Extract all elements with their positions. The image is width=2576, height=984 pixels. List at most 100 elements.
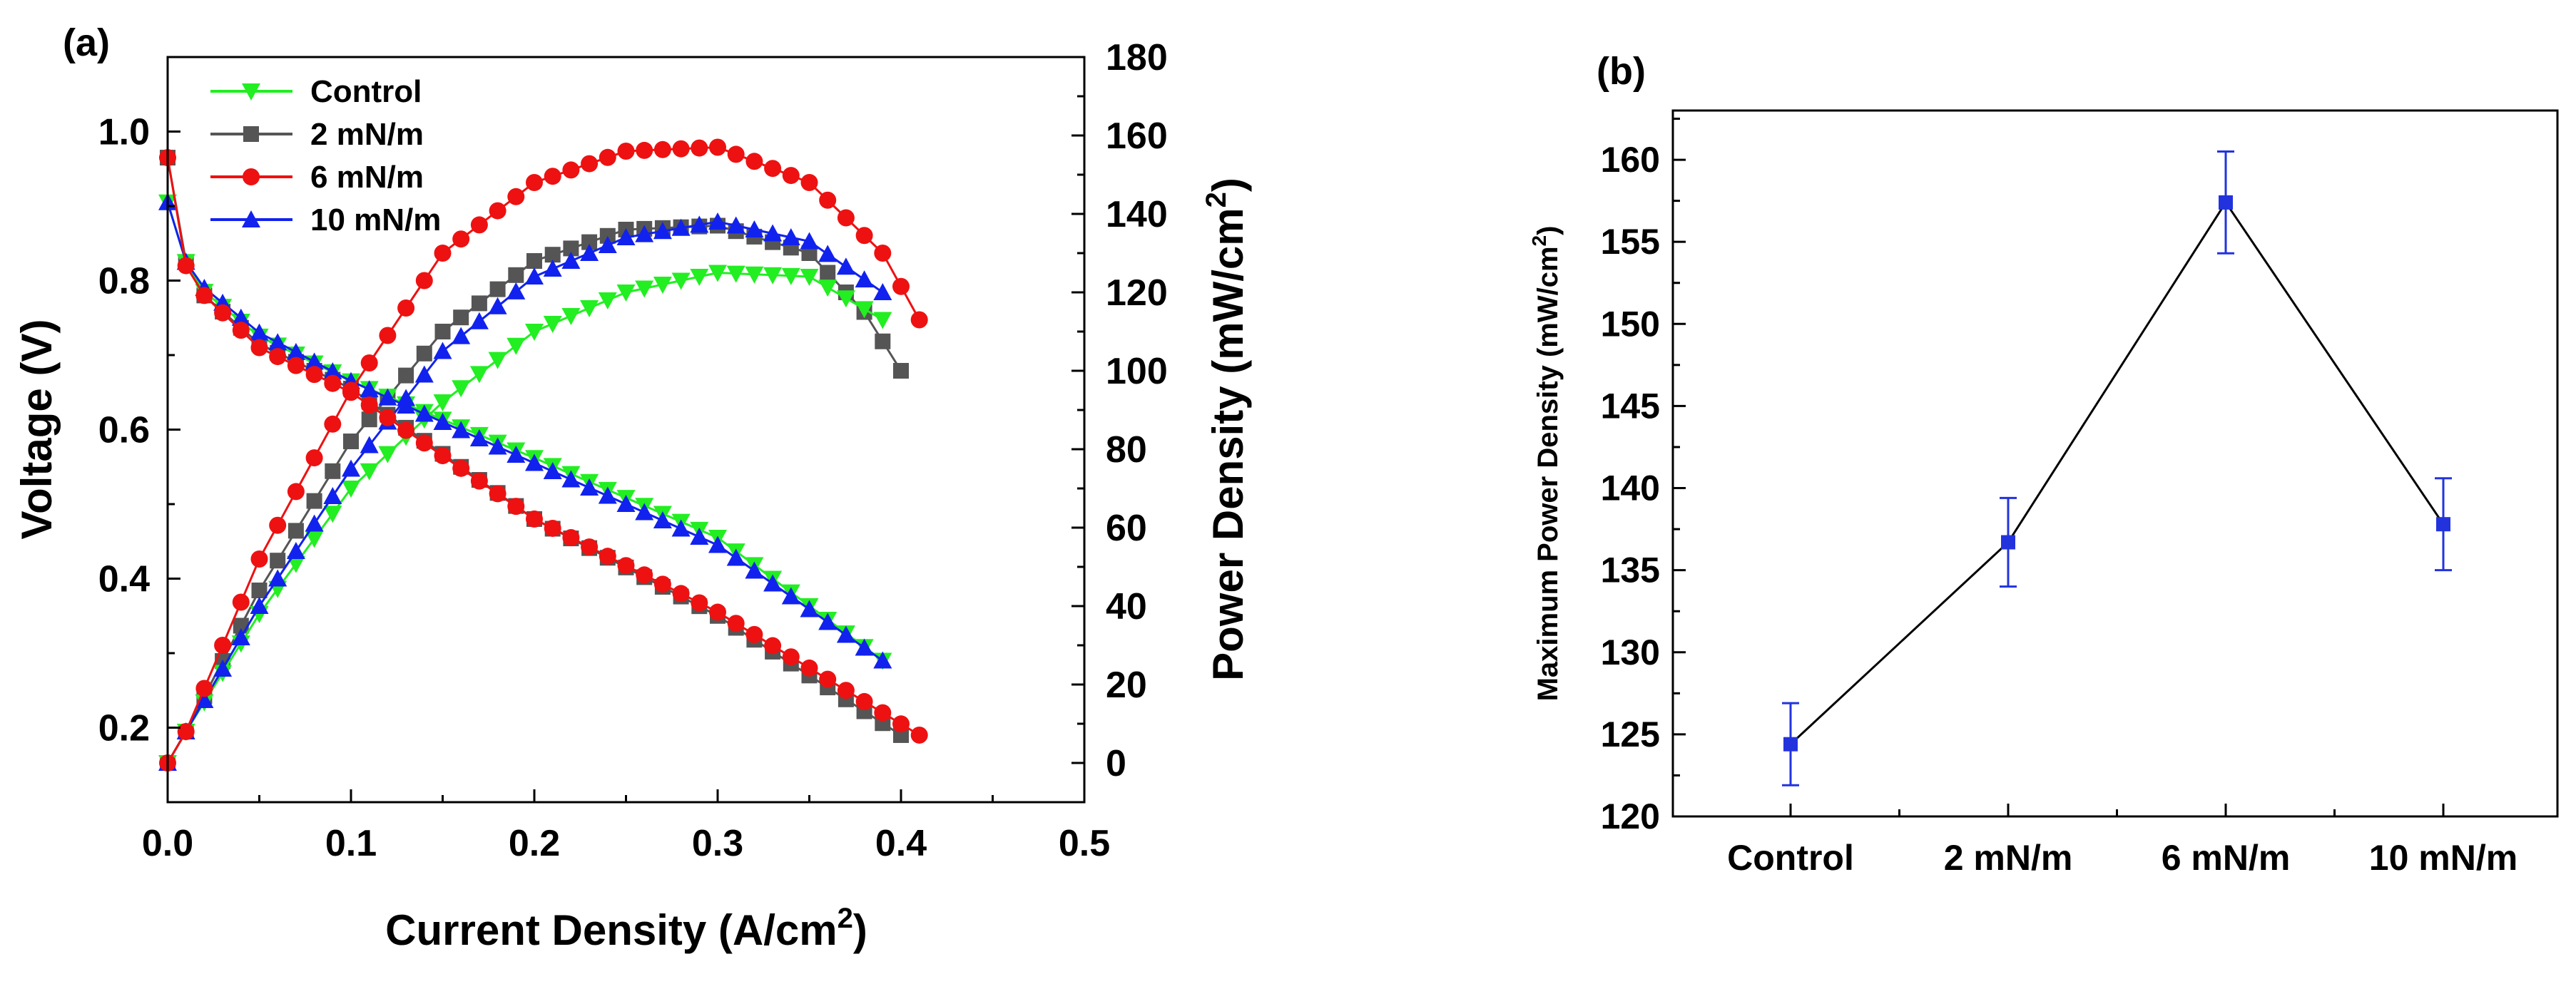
power-point: [305, 531, 324, 548]
legend-marker: [242, 83, 260, 101]
power-point: [800, 174, 818, 191]
power-point: [617, 143, 635, 160]
power-point: [416, 345, 432, 362]
power-point: [325, 463, 341, 479]
voltage-point: [599, 548, 616, 565]
voltage-point: [671, 519, 691, 537]
x-tick-label: 0.3: [692, 823, 743, 864]
power-point: [470, 216, 488, 234]
legend-label: 2 mN/m: [310, 117, 424, 152]
panel-a-right-axis-label: Power Density (mW/cm2): [1201, 178, 1252, 681]
series-6-mn-m: [159, 138, 928, 772]
voltage-point: [836, 625, 855, 643]
data-marker: [2436, 517, 2450, 532]
y-left-tick-label: 0.2: [98, 708, 150, 749]
x-tick-label: 0.4: [875, 823, 927, 864]
power-point: [324, 415, 342, 433]
voltage-point: [763, 574, 783, 592]
panel-a-x-axis-label: Current Density (A/cm2): [385, 903, 867, 954]
voltage-point: [782, 648, 800, 666]
panel-a-label: (a): [63, 21, 110, 64]
voltage-point: [617, 557, 635, 575]
b-y-tick-label: 155: [1601, 222, 1660, 262]
power-line: [166, 271, 884, 764]
b-y-tick-label: 160: [1601, 140, 1660, 180]
power-point: [800, 232, 819, 250]
power-point: [488, 297, 507, 314]
power-point: [672, 140, 690, 158]
power-point: [506, 337, 526, 355]
power-point: [893, 363, 909, 379]
power-point: [691, 139, 708, 157]
power-point: [231, 628, 250, 645]
power-point: [434, 245, 452, 262]
b-x-tick-label: 10 mN/m: [2369, 838, 2518, 878]
power-point: [306, 493, 322, 509]
panel-a-axes: 0.0 0.1 0.2 0.3 0.4 0.5 0.2 0.4 0.6 0.8 1.0 0 20 40 60…: [98, 37, 1168, 864]
power-point: [525, 324, 544, 341]
voltage-point: [598, 486, 617, 504]
power-point: [286, 555, 305, 573]
voltage-point: [855, 692, 873, 710]
panel-a-left-axis-label: Voltage (V): [13, 319, 61, 540]
voltage-point: [195, 287, 213, 304]
voltage-point: [378, 388, 397, 406]
power-point: [690, 215, 709, 233]
power-point: [544, 168, 561, 185]
power-point: [379, 327, 397, 344]
voltage-point: [397, 421, 415, 439]
power-point: [726, 216, 745, 234]
power-point: [506, 282, 526, 299]
b-y-tick-label: 140: [1601, 468, 1660, 508]
power-point: [397, 389, 416, 406]
y-right-tick-label: 0: [1106, 743, 1126, 784]
voltage-point: [269, 348, 287, 366]
power-point: [488, 352, 507, 369]
voltage-point: [781, 587, 800, 605]
power-point: [599, 227, 616, 244]
voltage-point: [452, 459, 470, 477]
power-point: [855, 227, 873, 245]
voltage-point: [800, 600, 819, 617]
power-point: [708, 265, 727, 282]
power-point: [286, 542, 305, 559]
power-point: [305, 449, 323, 467]
power-point: [635, 280, 654, 298]
y-right-tick-label: 100: [1106, 351, 1168, 392]
power-point: [378, 446, 397, 463]
b-y-tick-label: 120: [1601, 796, 1660, 836]
power-point: [507, 188, 525, 205]
b-data-point-10-mn-m: [2435, 477, 2452, 572]
b-data-point-2-mn-m: [2000, 496, 2017, 588]
voltage-point: [636, 566, 653, 584]
power-point: [581, 155, 599, 173]
power-point: [818, 245, 838, 262]
voltage-point: [910, 726, 928, 744]
b-x-tick-label: Control: [1727, 838, 1854, 878]
power-point: [800, 269, 819, 286]
x-tick-label: 0.5: [1059, 823, 1110, 864]
power-point: [837, 209, 855, 227]
power-point: [563, 240, 579, 257]
power-point: [195, 691, 214, 708]
power-point: [709, 138, 726, 156]
power-point: [342, 459, 360, 477]
power-point: [653, 222, 672, 240]
voltage-point: [305, 352, 324, 370]
power-point: [599, 148, 616, 166]
power-point: [269, 516, 287, 534]
panel-a-plot: [158, 138, 928, 772]
y-right-tick-label: 20: [1106, 665, 1147, 706]
x-tick-label: 0.1: [325, 823, 377, 864]
x-tick-label: 0.0: [142, 823, 193, 864]
b-y-tick-label: 130: [1601, 632, 1660, 672]
power-point: [782, 167, 800, 185]
voltage-point: [250, 323, 269, 341]
power-point: [671, 218, 691, 236]
power-point: [818, 280, 838, 297]
voltage-point: [616, 495, 636, 512]
power-point: [526, 174, 543, 191]
power-point: [598, 292, 617, 309]
